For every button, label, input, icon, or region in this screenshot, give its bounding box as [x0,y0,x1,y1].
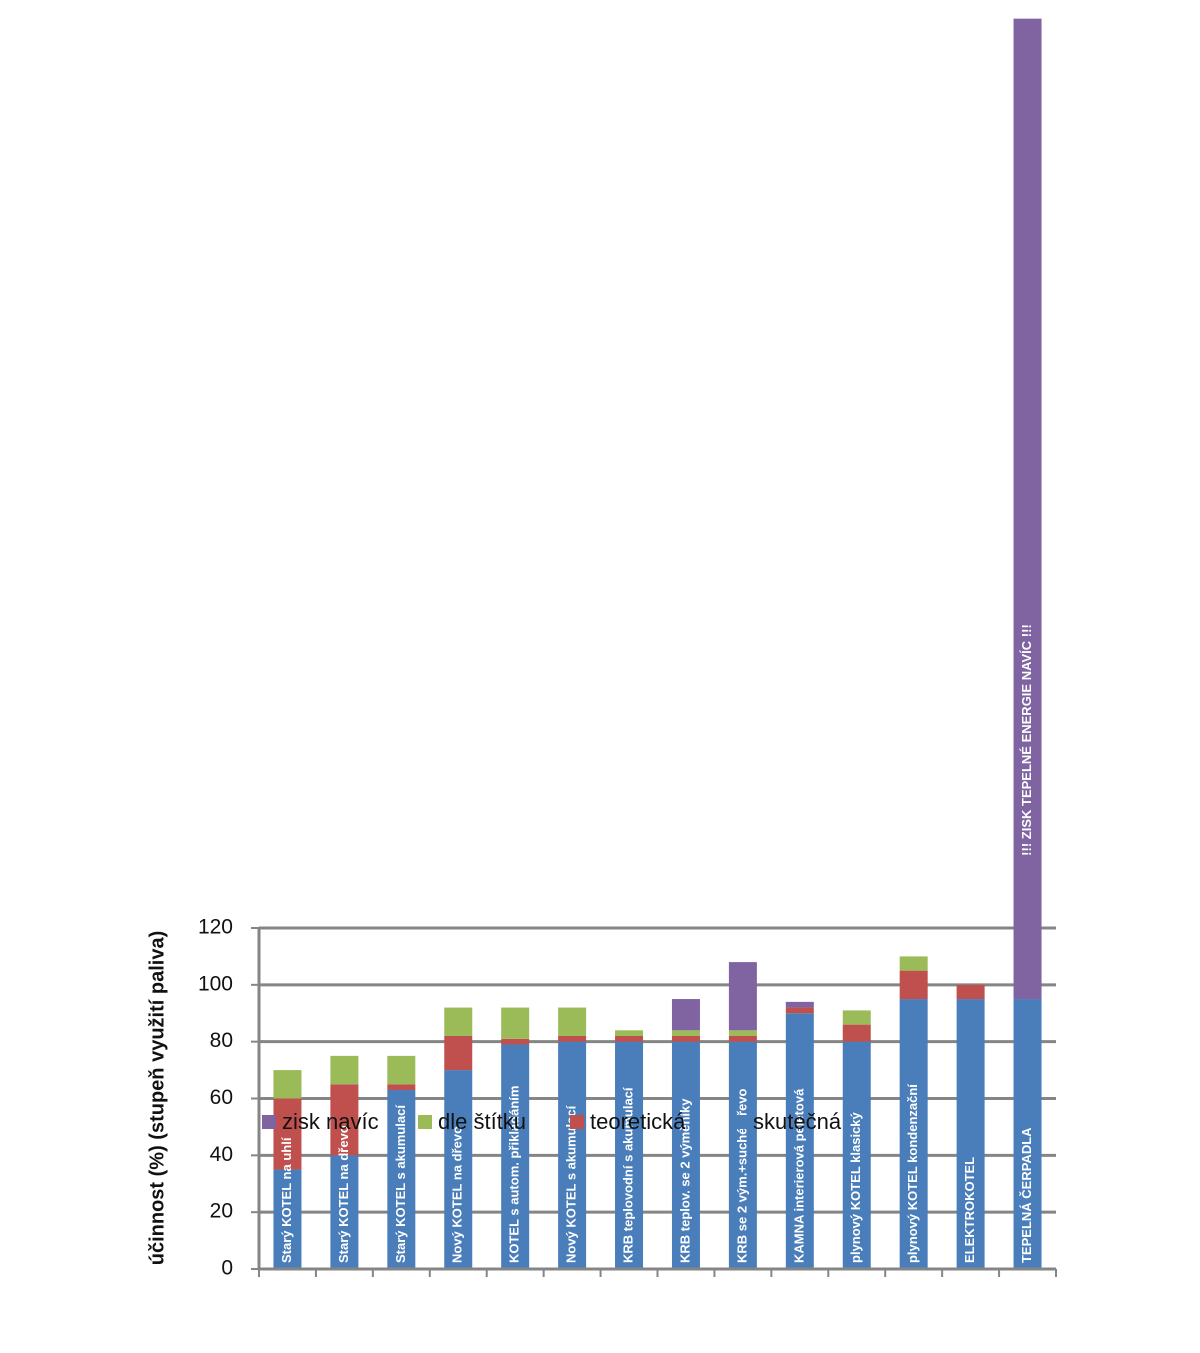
bar-segment [558,1041,587,1269]
legend-label: dle štítku [438,1109,526,1134]
category-label: ELEKTROKOTEL [962,1157,977,1263]
legend-swatch [570,1115,584,1129]
category-label: KRB teplov. se 2 výměníky [677,1098,692,1263]
category-label: KRB se 2 vým.+suché dřevo [734,1088,749,1263]
bar-segment [671,1030,700,1036]
y-tick-label: 60 [210,1086,233,1109]
legend-swatch [418,1115,432,1129]
bar-segment [387,1089,416,1269]
category-label: plynový KOTEL kondenzační [905,1084,920,1263]
category-label: KOTEL s autom. přikládáním [507,1086,522,1263]
bar-segment [785,1013,814,1269]
bar-segment [956,984,985,1000]
bar-segment [558,1035,587,1042]
bar-segment [273,1098,302,1170]
category-label: Nový KOTEL na dřevo [450,1126,465,1263]
bar-segment [444,1035,473,1071]
bar-segment [842,1010,871,1025]
legend-label: zisk navíc [282,1109,379,1134]
category-label: TEPELNÁ ČERPADLA [1019,1127,1034,1263]
bar-segment [501,1007,530,1039]
category-label: KRB teplovodní s akumulací [620,1087,635,1263]
category-label: plynový KOTEL klasický [848,1111,863,1263]
bar-segment [615,1030,644,1036]
y-tick-label: 120 [198,916,233,939]
y-tick-label: 0 [221,1257,233,1280]
bar-segment [330,1084,359,1156]
annotation: !!! ZISK TEPELNÉ ENERGIE NAVÍC !!! [1019,624,1034,856]
bar-segment [501,1044,530,1269]
bar-segment [558,1007,587,1036]
y-tick-label: 20 [210,1200,233,1223]
bar-segment [785,1007,814,1014]
bar-segment [842,1041,871,1269]
y-tick-label: 40 [210,1143,233,1166]
bar-segment [273,1070,302,1099]
legend-label: teoretická [590,1109,686,1134]
bar-segment [615,1035,644,1042]
bar-segment [273,1169,302,1269]
bar-segment [1013,18,1042,1000]
bar-segment [899,970,928,1000]
category-label: Starý KOTEL na uhlí [279,1137,294,1263]
bar-segment [671,1041,700,1269]
bar-segment [728,1035,757,1042]
legend-label: skutečná [753,1109,842,1134]
bar-segment [330,1055,359,1085]
bar-segment [615,1041,644,1269]
bar-segment [671,999,700,1031]
y-tick-label: 100 [198,972,233,995]
y-axis-label: účinnost (%) (stupeň využití paliva) [146,931,168,1265]
bar-segment [444,1070,473,1269]
bar-segment [387,1084,416,1090]
bar-segment [387,1055,416,1085]
bar-segment [785,1001,814,1008]
bar-segment [444,1007,473,1036]
bar-segment [956,999,985,1269]
bar-segment [501,1038,530,1045]
legend-swatch [262,1115,276,1129]
bar-segment [728,1041,757,1269]
bar-segment [330,1155,359,1269]
category-label: Nový KOTEL s akumulací [564,1105,579,1263]
bar-segment [728,962,757,1031]
bar-segment [728,1030,757,1036]
bar-segment [1013,999,1042,1269]
category-label: KAMNA interierová peletová [791,1088,806,1263]
bar-segment [842,1024,871,1042]
bar-segment [899,999,928,1269]
y-tick-label: 80 [210,1029,233,1052]
bar-segment [671,1035,700,1042]
category-label: Starý KOTEL s akumulací [393,1105,408,1263]
bar-segment [899,956,928,971]
legend-swatch [733,1115,747,1129]
category-label: Starý KOTEL na dřevo [336,1125,351,1263]
